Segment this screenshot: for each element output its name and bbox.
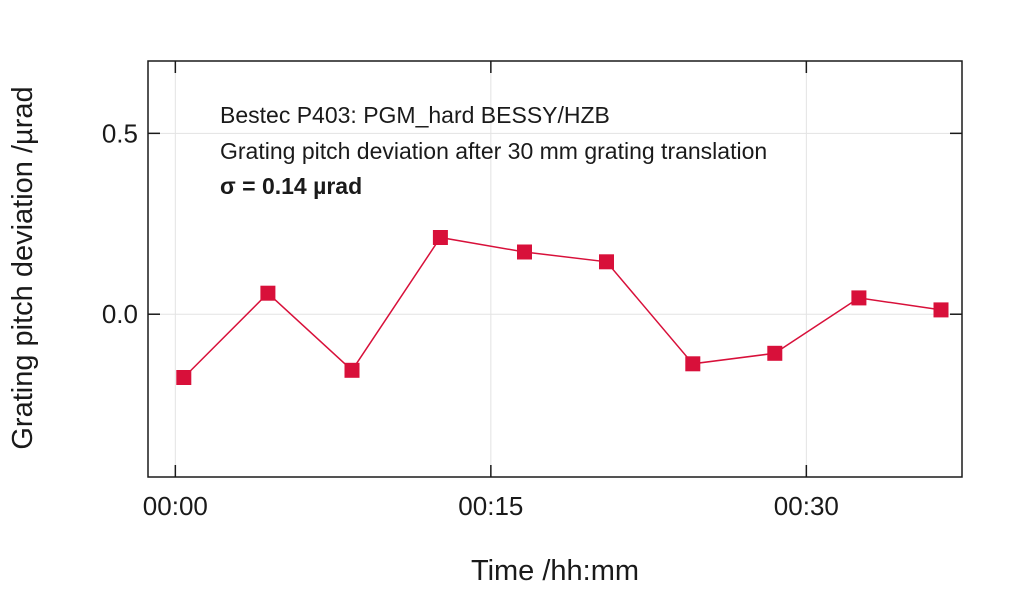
annotation-line-3-sigma: σ = 0.14 µrad [220,173,362,199]
data-point-marker [599,254,614,270]
series-line-group [176,230,949,385]
plot-area-frame [147,60,963,478]
y-tick-label: 0.0 [102,299,138,329]
data-point-marker [851,290,867,306]
annotation-block: Bestec P403: PGM_hard BESSY/HZB Grating … [220,102,767,199]
data-point-marker [933,302,949,318]
x-axis-title: Time /hh:mm [471,555,639,587]
data-point-marker [260,285,276,301]
data-point-marker [767,345,783,361]
y-tick-label: 0.5 [102,118,138,148]
data-point-marker [685,356,701,372]
data-point-marker [176,370,192,385]
x-tick-label: 00:15 [458,491,523,521]
x-tick-label: 00:30 [774,491,839,521]
y-axis-title: Grating pitch deviation /µrad [7,86,39,449]
data-point-marker [432,230,448,245]
series-line [183,236,942,379]
data-point-marker [344,362,360,378]
grid-lines [148,61,962,477]
annotation-line-1: Bestec P403: PGM_hard BESSY/HZB [220,102,610,128]
x-tick-label: 00:00 [143,491,208,521]
axis-ticks: 0.0 0.5 00:00 00:15 00:30 [102,61,962,521]
data-point-marker [517,244,532,260]
annotation-line-2: Grating pitch deviation after 30 mm grat… [220,138,767,164]
